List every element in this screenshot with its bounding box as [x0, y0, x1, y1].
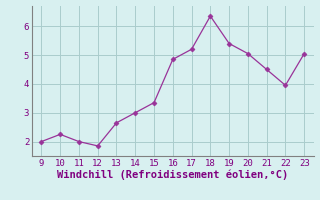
X-axis label: Windchill (Refroidissement éolien,°C): Windchill (Refroidissement éolien,°C)	[57, 169, 288, 180]
